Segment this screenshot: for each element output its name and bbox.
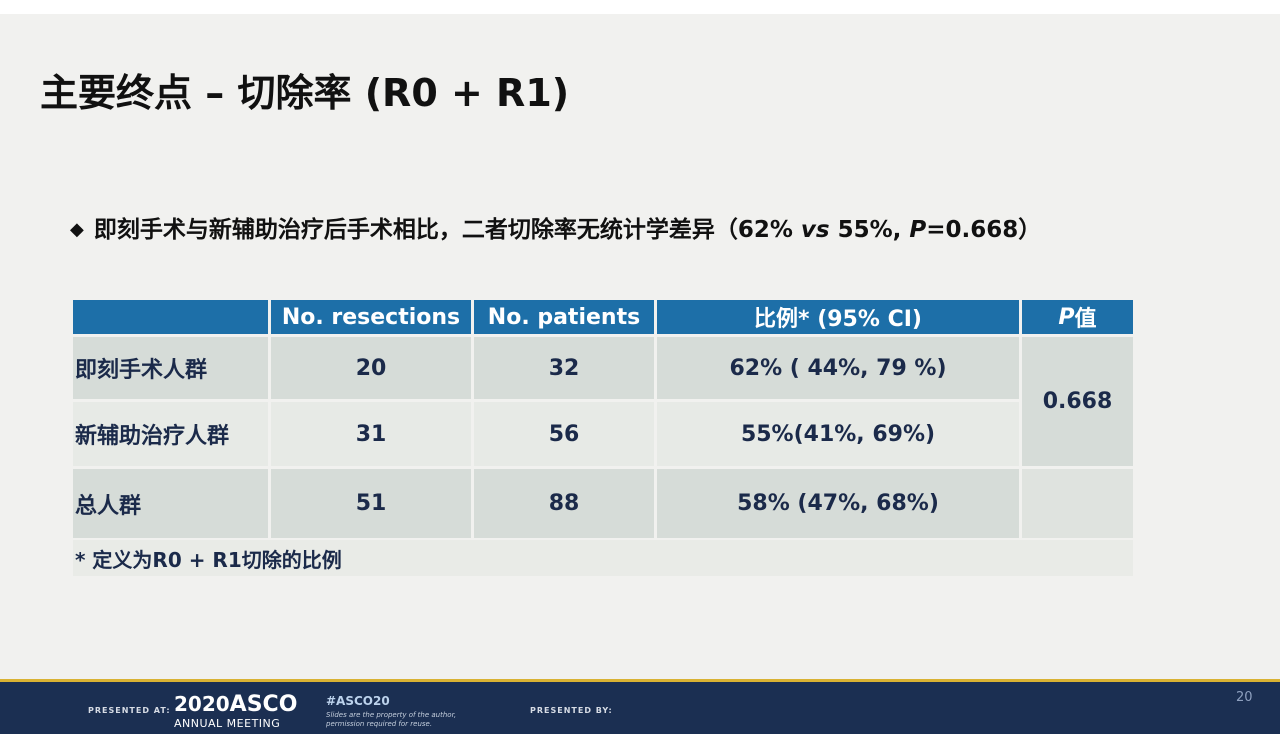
row-3-ratio: 58% (47%, 68%) xyxy=(657,469,1019,538)
p-value-cell: 0.668 xyxy=(1022,337,1133,466)
footer-bar: PRESENTED AT: 2020ASCO ANNUAL MEETING #A… xyxy=(0,679,1280,734)
footer-presented-by: PRESENTED BY: xyxy=(530,706,613,715)
row-2-ratio: 55%(41%, 69%) xyxy=(657,402,1019,466)
row-1-resections: 20 xyxy=(271,337,471,399)
footer-year: 2020 xyxy=(174,692,230,716)
footer-hashtag: #ASCO20 xyxy=(326,694,390,708)
row-3-p-empty xyxy=(1022,469,1133,538)
footer-presented-at: PRESENTED AT: xyxy=(88,706,171,715)
diamond-bullet-icon: ◆ xyxy=(70,219,84,240)
row-2-group: 新辅助治疗人群 xyxy=(73,402,268,466)
header-patients: No. patients xyxy=(474,300,654,334)
row-1-ratio: 62% ( 44%, 79 %) xyxy=(657,337,1019,399)
footer-brand: ASCO xyxy=(229,692,298,717)
row-3-group: 总人群 xyxy=(73,469,268,538)
bullet-text-end: =0.668） xyxy=(926,217,1042,243)
header-group xyxy=(73,300,268,334)
header-ratio: 比例* (95% CI) xyxy=(657,300,1019,334)
top-strip xyxy=(0,0,1280,14)
row-2-patients: 56 xyxy=(474,402,654,466)
footer-meeting: ANNUAL MEETING xyxy=(174,717,281,730)
page-number: 20 xyxy=(1236,690,1253,705)
header-resections: No. resections xyxy=(271,300,471,334)
footer-disclaimer: Slides are the property of the author, p… xyxy=(326,711,457,728)
row-3-resections: 51 xyxy=(271,469,471,538)
slide-title: 主要终点 – 切除率 (R0 + R1) xyxy=(40,71,570,115)
footer-logo: 2020ASCO xyxy=(174,692,297,717)
bullet-text-mid: 55%, xyxy=(829,217,910,243)
row-2-resections: 31 xyxy=(271,402,471,466)
row-3-patients: 88 xyxy=(474,469,654,538)
bullet-text-main: 即刻手术与新辅助治疗后手术相比，二者切除率无统计学差异（62% xyxy=(93,217,801,243)
row-1-group: 即刻手术人群 xyxy=(73,337,268,399)
bullet-vs: vs xyxy=(800,217,830,243)
row-1-patients: 32 xyxy=(474,337,654,399)
bullet-p-letter: P xyxy=(909,217,927,243)
table-footnote: * 定义为R0 + R1切除的比例 xyxy=(73,540,1133,576)
header-p-rest: 值 xyxy=(1074,307,1097,332)
bullet-point: ◆ 即刻手术与新辅助治疗后手术相比，二者切除率无统计学差异（62% vs 55%,… xyxy=(70,210,1041,244)
header-p-italic: P xyxy=(1058,304,1075,330)
